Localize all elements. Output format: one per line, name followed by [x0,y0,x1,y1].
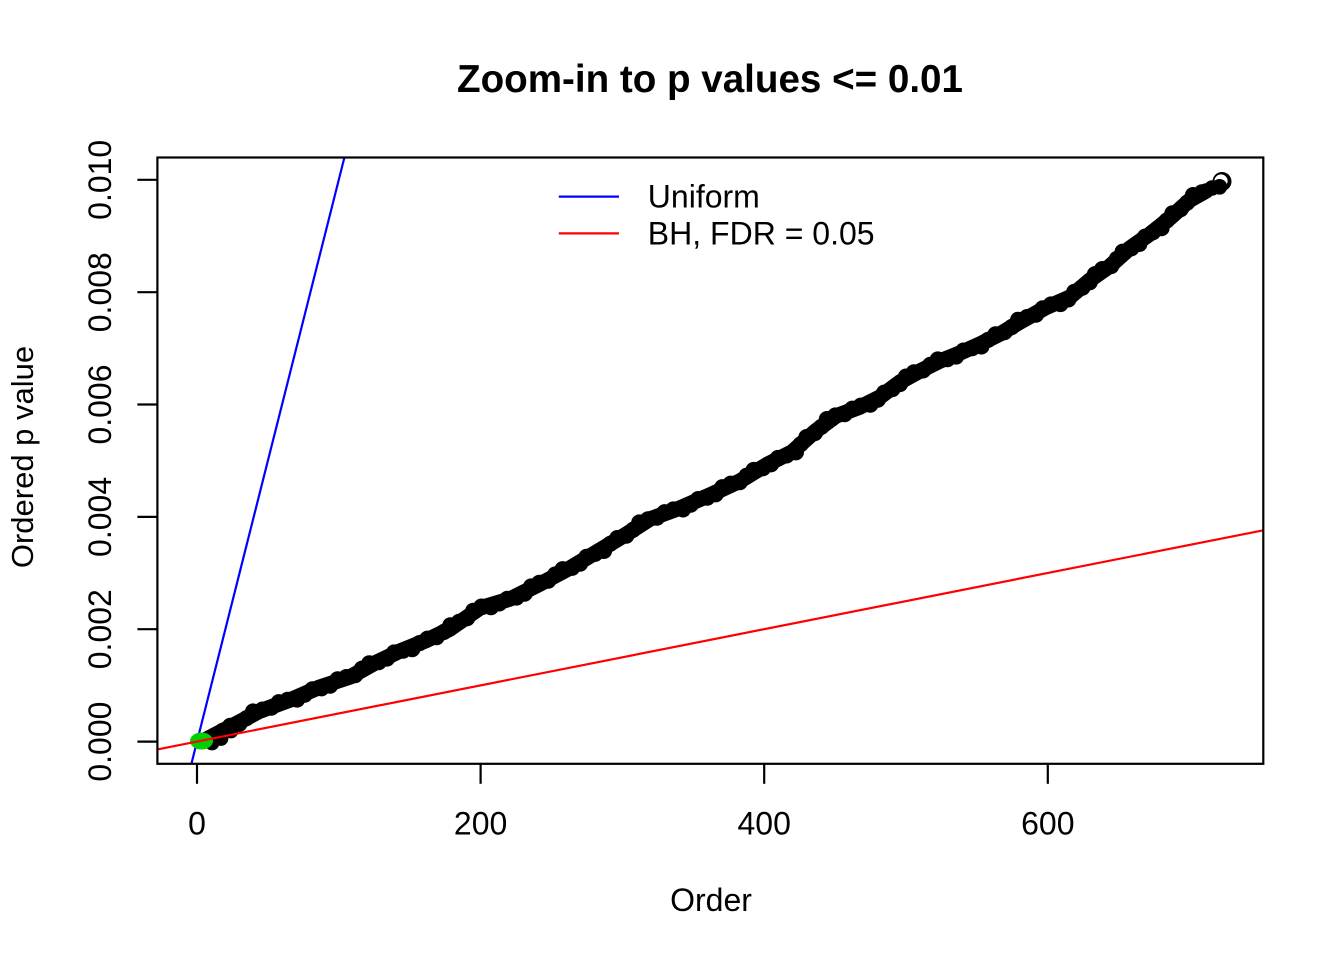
svg-text:BH, FDR = 0.05: BH, FDR = 0.05 [648,215,875,251]
svg-text:0.002: 0.002 [82,589,118,669]
svg-text:Uniform: Uniform [648,179,760,215]
svg-text:0.000: 0.000 [82,702,118,782]
svg-text:0: 0 [188,806,206,842]
svg-text:0.008: 0.008 [82,252,118,332]
svg-text:Zoom-in to p values <= 0.01: Zoom-in to p values <= 0.01 [457,58,963,101]
svg-text:0.010: 0.010 [82,140,118,220]
svg-text:Order: Order [670,882,752,918]
svg-text:0.006: 0.006 [82,364,118,444]
svg-text:400: 400 [738,806,791,842]
svg-text:200: 200 [454,806,507,842]
svg-text:0.004: 0.004 [82,477,118,557]
svg-text:Ordered p value: Ordered p value [5,346,40,568]
svg-text:600: 600 [1021,806,1074,842]
